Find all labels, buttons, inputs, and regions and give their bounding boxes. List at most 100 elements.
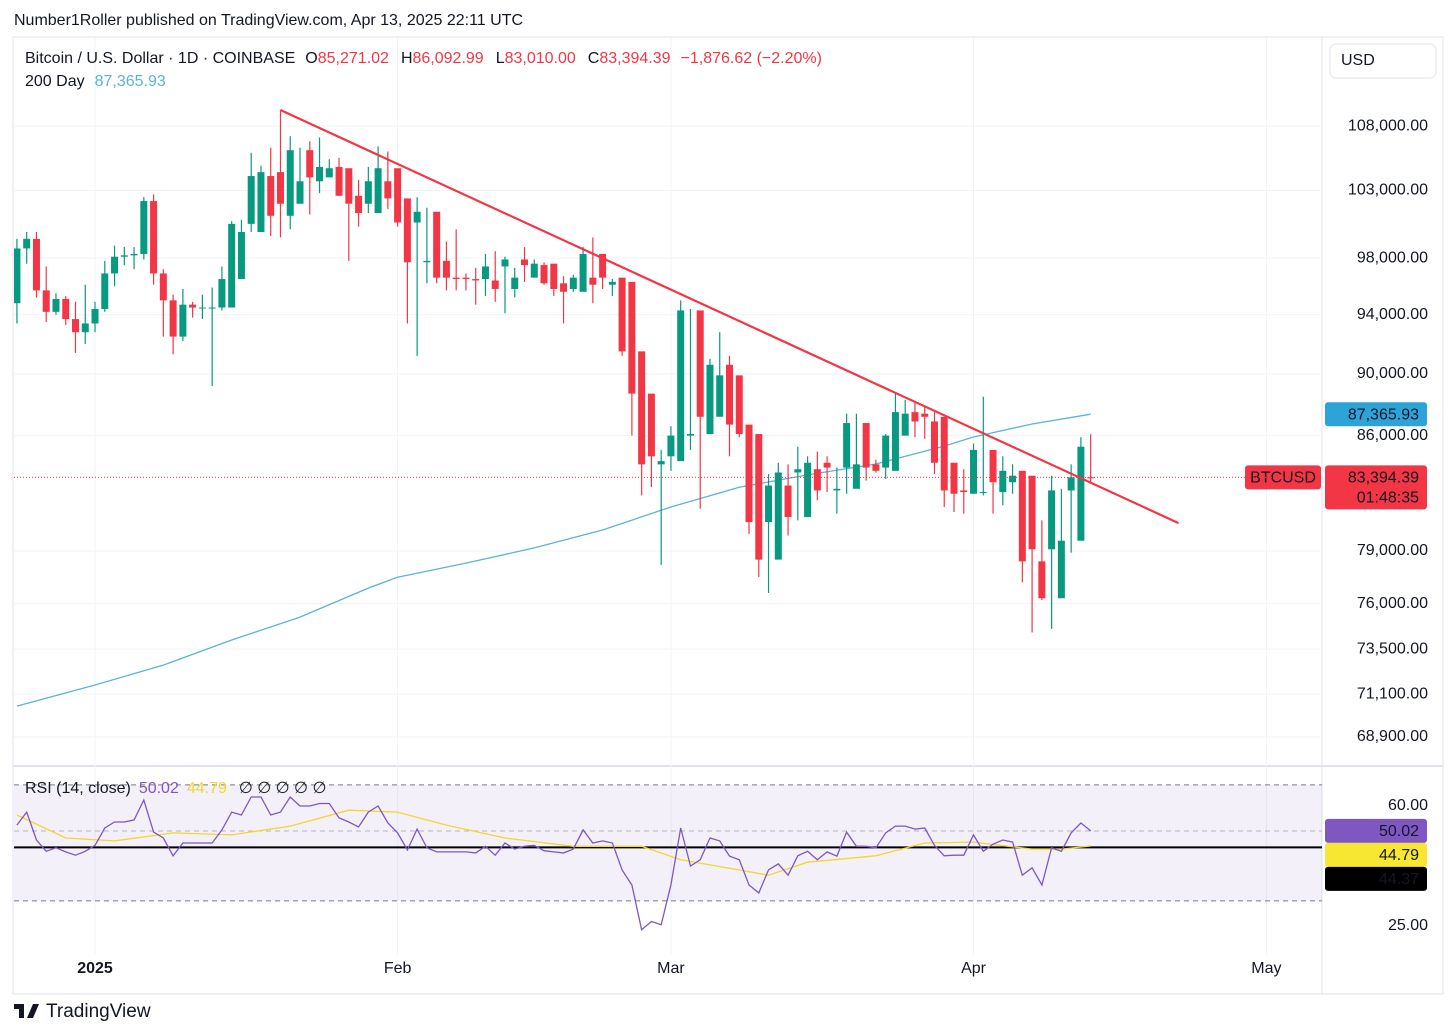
candle-body bbox=[208, 307, 216, 309]
candle-body bbox=[530, 263, 538, 278]
y-tick-label: 79,000.00 bbox=[1357, 542, 1428, 559]
candle-body bbox=[833, 488, 841, 491]
chart-frame bbox=[12, 36, 1444, 995]
price-tag bbox=[1325, 842, 1427, 867]
x-tick-label: 2025 bbox=[77, 960, 113, 977]
candle-body bbox=[657, 461, 665, 465]
candle-body bbox=[257, 172, 265, 233]
candle-body bbox=[677, 310, 685, 462]
candle-body bbox=[198, 307, 206, 309]
candle-body bbox=[335, 166, 343, 196]
candle-body bbox=[140, 201, 148, 254]
candle-body bbox=[999, 470, 1007, 493]
candle-body bbox=[599, 253, 607, 278]
candle-body bbox=[228, 223, 236, 308]
y-tick-label: 108,000.00 bbox=[1348, 117, 1428, 134]
candle-body bbox=[755, 434, 763, 560]
candle-body bbox=[169, 300, 177, 337]
rsi-band-fill bbox=[14, 784, 1322, 901]
candle-body bbox=[638, 351, 646, 465]
y-tick-label: 76,000.00 bbox=[1357, 595, 1428, 612]
currency-label[interactable]: USD bbox=[1341, 52, 1375, 69]
candle-body bbox=[608, 281, 616, 285]
trendline bbox=[280, 109, 1179, 525]
y-tick-label: 68,900.00 bbox=[1357, 728, 1428, 745]
candle-body bbox=[384, 181, 392, 199]
candle-body bbox=[647, 393, 655, 457]
y-tick-label: 90,000.00 bbox=[1357, 365, 1428, 382]
y-tick-label: 103,000.00 bbox=[1348, 182, 1428, 199]
candle-body bbox=[189, 304, 197, 308]
candle-body bbox=[1077, 446, 1085, 541]
ohlc-key: O bbox=[305, 50, 317, 67]
candle-body bbox=[1057, 540, 1065, 599]
y-tick-label: 60.00 bbox=[1388, 797, 1428, 814]
symbol-tag-label: BTCUSD bbox=[1250, 470, 1316, 487]
candle-body bbox=[101, 273, 109, 309]
candle-body bbox=[911, 412, 919, 422]
candle-body bbox=[1009, 475, 1017, 483]
candle-body bbox=[452, 277, 460, 280]
candle-body bbox=[501, 259, 509, 267]
candle-body bbox=[364, 181, 372, 204]
candle-body bbox=[150, 201, 158, 274]
candle-body bbox=[560, 283, 568, 292]
candle-body bbox=[1038, 561, 1046, 599]
candle-body bbox=[218, 279, 226, 308]
currency-button[interactable] bbox=[1329, 43, 1437, 79]
candle-body bbox=[745, 424, 753, 523]
candle-body bbox=[550, 263, 558, 289]
ma-name: 200 Day bbox=[25, 73, 85, 90]
rsi-value: 44.79 bbox=[187, 780, 227, 797]
candle-body bbox=[247, 176, 255, 224]
publisher-line: Number1Roller published on TradingView.c… bbox=[14, 12, 523, 29]
candle-body bbox=[618, 277, 626, 352]
symbol-title: Bitcoin / U.S. Dollar · 1D · COINBASE bbox=[25, 50, 295, 67]
candle-body bbox=[579, 253, 587, 292]
candle-body bbox=[862, 423, 870, 468]
candle-body bbox=[989, 449, 997, 483]
candle-body bbox=[784, 485, 792, 518]
candle-body bbox=[423, 260, 431, 263]
candle-body bbox=[81, 323, 89, 333]
ohlc-key: L bbox=[496, 50, 505, 67]
candle-body bbox=[794, 469, 802, 473]
candle-body bbox=[91, 308, 99, 324]
candle-body bbox=[237, 232, 245, 280]
candle-body bbox=[286, 150, 294, 216]
candle-body bbox=[374, 168, 382, 214]
candle-body bbox=[765, 485, 773, 523]
candle-body bbox=[940, 416, 948, 491]
ohlc-value: 83,394.39 bbox=[599, 50, 670, 67]
candle-body bbox=[345, 168, 353, 204]
candle-body bbox=[872, 464, 880, 471]
candle-body bbox=[628, 281, 636, 394]
ohlc-key: H bbox=[401, 50, 413, 67]
candle-body bbox=[23, 238, 31, 249]
candle-body bbox=[1048, 490, 1056, 550]
candle-body bbox=[843, 423, 851, 468]
candle-body bbox=[804, 462, 812, 518]
candle-body bbox=[296, 181, 304, 204]
y-tick-label: 98,000.00 bbox=[1357, 249, 1428, 266]
candle-body bbox=[179, 304, 187, 337]
candle-body bbox=[267, 176, 275, 216]
candle-body bbox=[569, 277, 577, 289]
logo: TradingView bbox=[14, 1001, 151, 1022]
ohlc-value: 86,092.99 bbox=[413, 50, 484, 67]
candle-body bbox=[970, 449, 978, 494]
candle-body bbox=[706, 364, 714, 435]
candle-body bbox=[394, 168, 402, 223]
logo-icon bbox=[14, 1004, 39, 1018]
rsi-legend: RSI (14, close) 50.02 44.79 ∅ ∅ ∅ ∅ ∅ bbox=[25, 780, 326, 797]
rsi-icons: ∅ ∅ ∅ ∅ ∅ bbox=[239, 780, 326, 797]
candle-body bbox=[403, 198, 411, 263]
countdown-label: 01:48:35 bbox=[1357, 490, 1419, 507]
candle-body bbox=[901, 413, 909, 436]
price-tag bbox=[1325, 866, 1427, 891]
logo-text: TradingView bbox=[46, 1001, 151, 1022]
candle-body bbox=[882, 435, 890, 468]
candle-body bbox=[316, 166, 324, 182]
